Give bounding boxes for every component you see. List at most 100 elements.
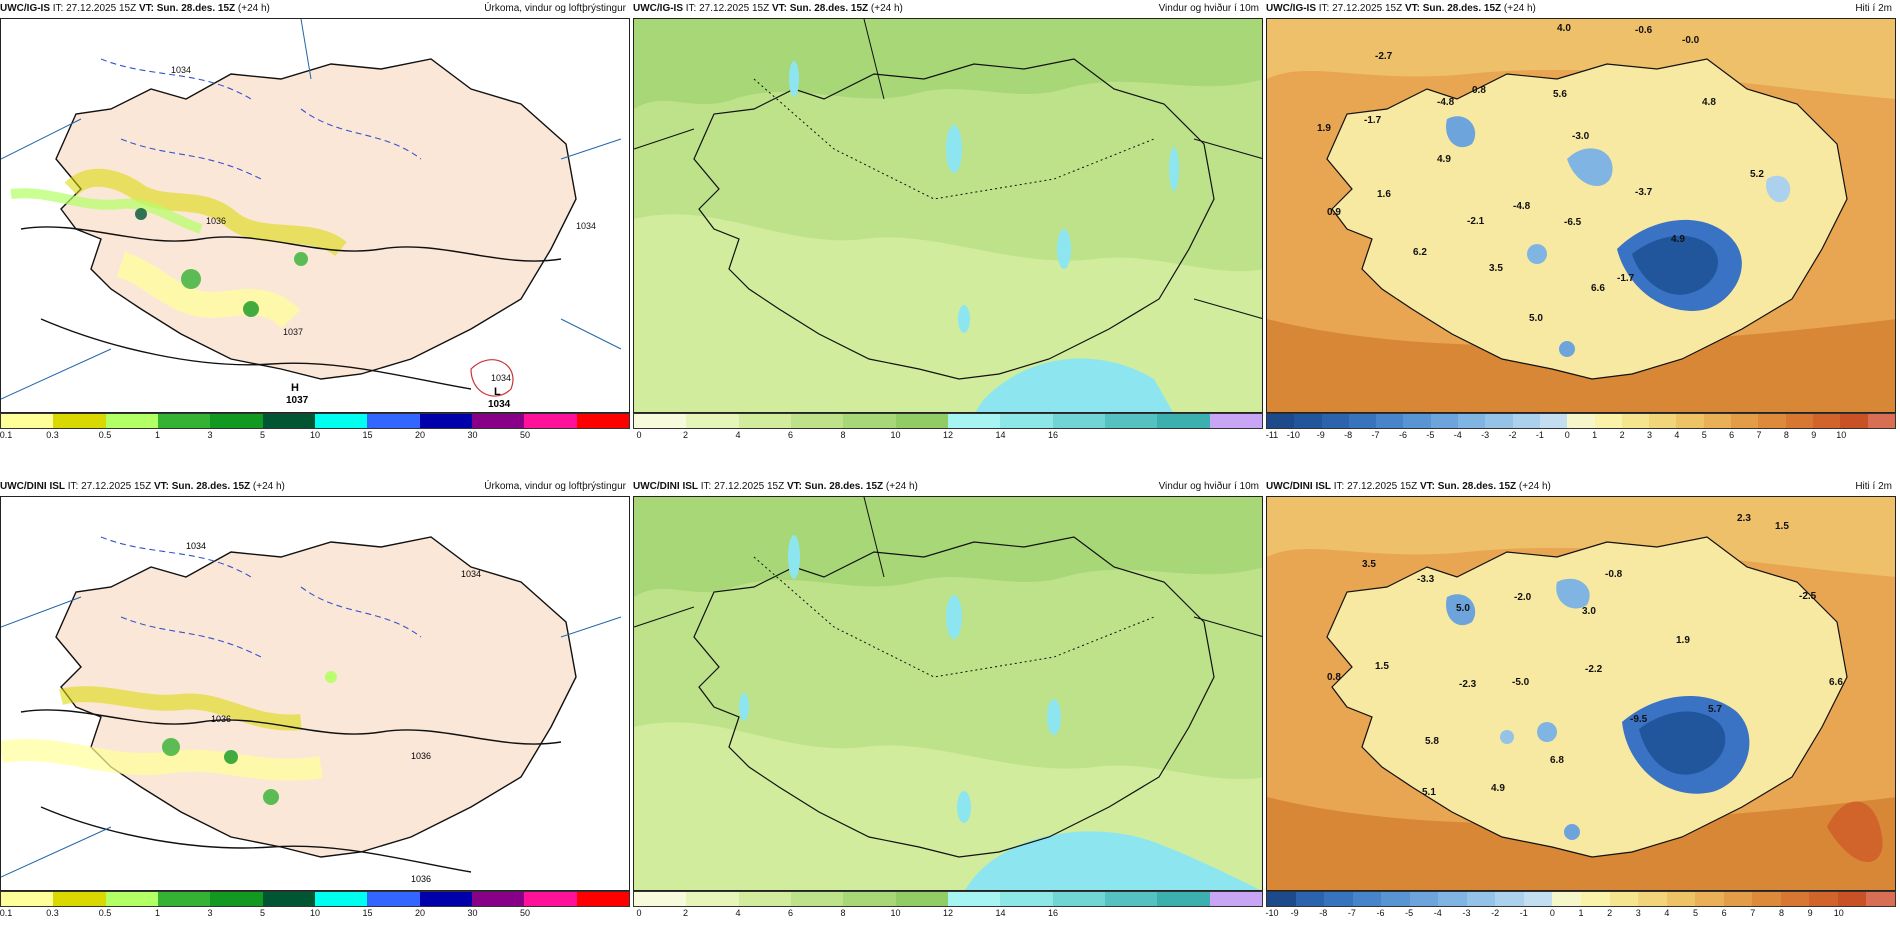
colorbar-tick-label: 30	[467, 908, 478, 918]
colorbar-tick-label: 12	[942, 908, 954, 918]
colorbar-swatch	[1430, 414, 1459, 428]
colorbar-swatch	[314, 892, 368, 906]
colorbar-swatch	[1321, 414, 1349, 428]
pressure-centre-letter: H	[291, 382, 299, 394]
colorbar-swatch	[634, 414, 687, 428]
panel-temp-row1: UWC/IG-IS IT: 27.12.2025 15Z VT: Sun. 28…	[1266, 0, 1896, 450]
colorbar-tick-label: 16	[1047, 430, 1059, 440]
colorbar-tick-label: 20	[414, 908, 426, 918]
temperature-label: -3.7	[1635, 187, 1653, 198]
colorbar-swatch	[1758, 414, 1786, 428]
colorbar-swatch	[1512, 414, 1540, 428]
colorbar-ticks-precip: 0.1 0.3 0.5 1 3 5 10 15 20 30 50	[0, 908, 630, 922]
init-time: 27.12.2025 15Z	[699, 3, 770, 14]
colorbar-tick-label: -9	[1290, 908, 1299, 918]
field-title: Úrkoma, vindur og loftþrýstingur	[484, 481, 626, 492]
temperature-label: 4.9	[1671, 234, 1685, 245]
colorbar-tick-label: 5	[259, 430, 266, 440]
temperature-label: -2.3	[1459, 679, 1477, 690]
colorbar-wind	[633, 413, 1263, 429]
valid-time-label: VT:	[153, 481, 169, 492]
colorbar-tick-label: 30	[467, 430, 478, 440]
colorbar-temp	[1266, 413, 1896, 429]
colorbar-swatch	[738, 892, 791, 906]
panel-header: UWC/IG-IS IT: 27.12.2025 15Z VT: Sun. 28…	[0, 0, 630, 18]
temperature-label: -9.5	[1630, 714, 1648, 725]
colorbar-tick-label: 20	[414, 430, 426, 440]
panel-header: UWC/DINI ISL IT: 27.12.2025 15Z VT: Sun.…	[1266, 478, 1896, 496]
colorbar-swatch	[53, 414, 106, 428]
colorbar-swatch	[1621, 414, 1650, 428]
colorbar-tick-label: 5	[1701, 430, 1707, 440]
field-title: Hiti í 2m	[1855, 3, 1892, 14]
model-name: UWC/IG-IS	[0, 3, 50, 14]
temperature-label: 1.6	[1377, 189, 1391, 200]
model-name: UWC/DINI ISL	[633, 481, 698, 492]
temperature-label: 6.6	[1829, 677, 1843, 688]
colorbar-tick-label: 1	[154, 430, 161, 440]
colorbar-tick-label: 4	[1674, 430, 1680, 440]
colorbar-tick-label: 0	[1564, 430, 1570, 440]
colorbar-wind	[633, 891, 1263, 907]
colorbar-swatch	[1209, 414, 1262, 428]
colorbar-swatch	[1376, 414, 1404, 428]
panel-header: UWC/DINI ISL IT: 27.12.2025 15Z VT: Sun.…	[633, 478, 1263, 496]
lead-time: (+24 h)	[252, 481, 285, 492]
colorbar-tick-label: 1	[1578, 908, 1584, 918]
wind-map	[633, 496, 1263, 891]
valid-time: Sun. 28.des. 15Z	[804, 481, 884, 492]
colorbar-swatch	[634, 892, 687, 906]
colorbar-tick-label: 6	[1729, 430, 1735, 440]
colorbar-swatch	[1649, 414, 1677, 428]
init-time-label: IT:	[1318, 3, 1330, 14]
temp-map: -2.7 4.0 -0.6 -0.0 -4.8 0.8 5.6 4.8 1.9 -1.7 -3.0 4…	[1266, 18, 1896, 413]
init-time: 27.12.2025 15Z	[81, 481, 152, 492]
precip-map: 1036 1037 1034 1034 1034 H 1037 L 1034	[0, 18, 630, 413]
colorbar-swatch	[1, 414, 54, 428]
colorbar-tick-label: -2	[1491, 908, 1500, 918]
lead-time: (+24 h)	[237, 3, 270, 14]
colorbar-tick-label: 4	[735, 908, 741, 918]
colorbar-tick-label: -1	[1535, 430, 1544, 440]
init-time-label: IT:	[1333, 481, 1345, 492]
colorbar-swatch	[843, 414, 896, 428]
isobar-label: 1036	[211, 714, 231, 724]
panel-header: UWC/IG-IS IT: 27.12.2025 15Z VT: Sun. 28…	[633, 0, 1263, 18]
temperature-label: -2.0	[1514, 592, 1532, 603]
colorbar-swatch	[1157, 414, 1210, 428]
temperature-label: 4.8	[1702, 97, 1716, 108]
model-name: UWC/DINI ISL	[1266, 481, 1331, 492]
pressure-centre-letter: L	[494, 386, 501, 398]
colorbar-tick-label: -1	[1519, 908, 1528, 918]
colorbar-tick-label: -9	[1316, 430, 1325, 440]
colorbar-swatch	[157, 892, 211, 906]
colorbar-tick-label: 9	[1807, 908, 1813, 918]
colorbar-swatch	[53, 892, 106, 906]
colorbar-swatch	[1609, 892, 1639, 906]
colorbar-swatch	[1666, 892, 1696, 906]
colorbar-tick-label: -3	[1481, 430, 1490, 440]
temperature-label: -2.1	[1467, 216, 1485, 227]
isobar-label: 1034	[491, 373, 511, 383]
colorbar-ticks-temp: -11 -10 -9 -8 -7 -6 -5 -4 -3 -2 -1 0 1 2 3 4 5 6 7 8 9 10	[1266, 430, 1896, 444]
colorbar-swatch	[210, 892, 263, 906]
valid-time: Sun. 28.des. 15Z	[789, 3, 869, 14]
colorbar-tick-label: -4	[1453, 430, 1462, 440]
colorbar-swatch	[790, 892, 844, 906]
colorbar-tick-label: 7	[1750, 908, 1756, 918]
temperature-label: -4.8	[1437, 97, 1455, 108]
colorbar-tick-label: 2	[1607, 908, 1613, 918]
colorbar-swatch	[1840, 414, 1868, 428]
precip-map-svg: 1036 1037 1034 1034 1034 H 1037 L 1034	[1, 19, 629, 412]
colorbar-swatch	[947, 414, 1001, 428]
colorbar-tick-label: 0.5	[98, 908, 112, 918]
colorbar-tick-label: -3	[1462, 908, 1471, 918]
colorbar-swatch	[1837, 892, 1867, 906]
colorbar-swatch	[790, 414, 844, 428]
colorbar-tick-label: 0	[636, 430, 642, 440]
temperature-label: 1.5	[1375, 661, 1389, 672]
colorbar-swatch	[1409, 892, 1439, 906]
panel-temp-row2: UWC/DINI ISL IT: 27.12.2025 15Z VT: Sun.…	[1265, 478, 1896, 928]
colorbar-swatch	[686, 414, 739, 428]
colorbar-swatch	[157, 414, 211, 428]
